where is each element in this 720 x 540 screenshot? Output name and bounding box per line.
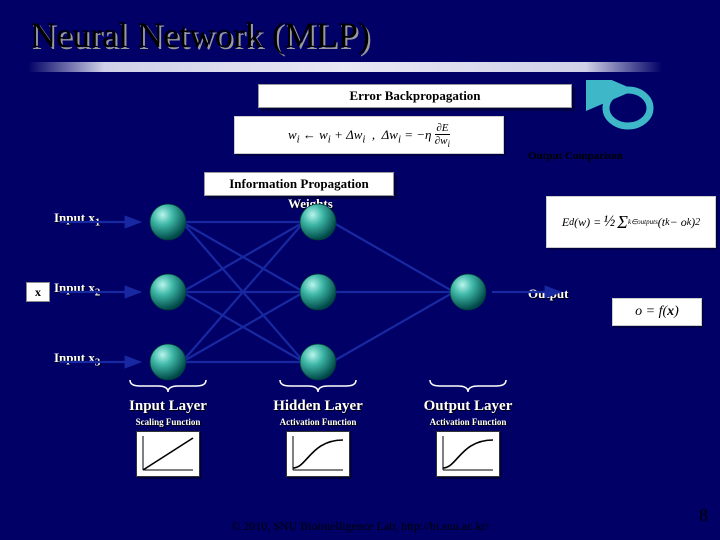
scaling-fn-thumb bbox=[136, 431, 200, 477]
activation-fn-thumb-2 bbox=[436, 431, 500, 477]
output-layer-label: Output Layer bbox=[403, 398, 533, 415]
output-layer-col: Output Layer Activation Function bbox=[403, 398, 533, 477]
input-layer-sub: Scaling Function bbox=[103, 417, 233, 427]
input-layer-col: Input Layer Scaling Function bbox=[103, 398, 233, 477]
hidden-layer-label: Hidden Layer bbox=[253, 398, 383, 415]
hidden-layer-col: Hidden Layer Activation Function bbox=[253, 398, 383, 477]
activation-fn-thumb-1 bbox=[286, 431, 350, 477]
hidden-layer-sub: Activation Function bbox=[253, 417, 383, 427]
output-layer-sub: Activation Function bbox=[403, 417, 533, 427]
footer-text: © 2010, SNU Biointelligence Lab, http://… bbox=[0, 519, 720, 534]
page-number: 8 bbox=[699, 505, 708, 526]
input-layer-label: Input Layer bbox=[103, 398, 233, 415]
